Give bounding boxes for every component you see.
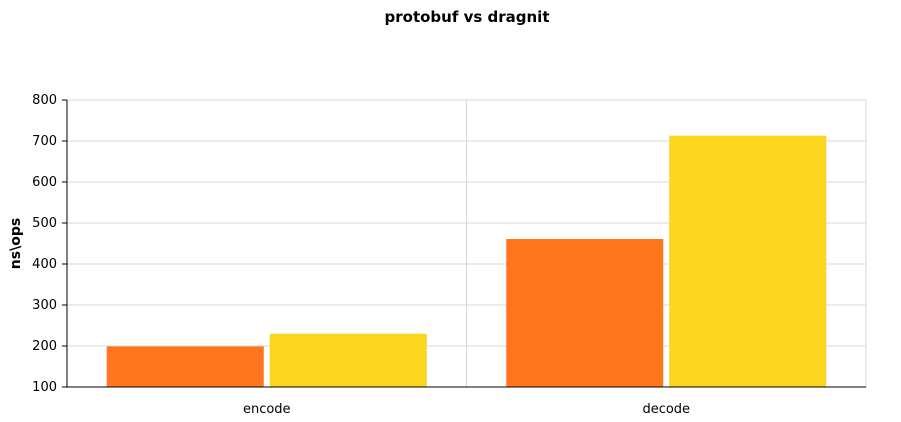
y-tick-label: 800 <box>32 93 57 108</box>
y-tick-label: 500 <box>32 216 57 231</box>
y-tick-label: 400 <box>32 257 57 272</box>
y-axis-label: ns\ops <box>8 218 24 269</box>
bar-encode-series-1 <box>106 346 264 387</box>
y-tick-label: 200 <box>32 339 57 354</box>
bar-encode-series-2 <box>269 333 427 387</box>
axes <box>62 99 866 388</box>
x-tick-label: encode <box>243 402 291 417</box>
y-tick-labels: 100 200 300 400 500 600 700 800 <box>32 93 57 395</box>
chart-title: protobuf vs dragnit <box>384 8 550 26</box>
y-tick-label: 600 <box>32 175 57 190</box>
y-tick-label: 300 <box>32 298 57 313</box>
bar-decode-series-1 <box>506 238 664 387</box>
y-tick-label: 100 <box>32 380 57 395</box>
bars <box>106 135 827 387</box>
x-tick-label: decode <box>642 402 690 417</box>
x-tick-labels: encode decode <box>243 402 690 417</box>
bar-decode-series-2 <box>669 135 827 387</box>
y-tick-label: 700 <box>32 134 57 149</box>
